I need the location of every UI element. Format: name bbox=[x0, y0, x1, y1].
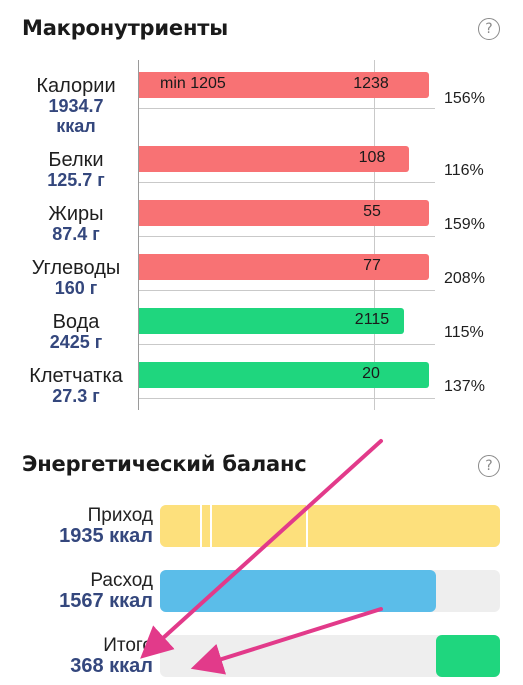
bar-min-label: min 1205 bbox=[160, 75, 226, 92]
bar-divider bbox=[210, 505, 212, 547]
macro-name: Вода bbox=[52, 311, 100, 333]
balance-track bbox=[160, 570, 500, 612]
macro-name: Калории bbox=[36, 75, 116, 97]
bar-value-label: 1238 bbox=[353, 75, 389, 92]
bar-value-label: 108 bbox=[358, 149, 386, 166]
row-divider bbox=[139, 344, 435, 345]
macro-row: Углеводы 160 г 77 208% bbox=[0, 254, 523, 306]
macro-name: Клетчатка bbox=[29, 365, 123, 387]
macro-amount: 125.7 г bbox=[47, 170, 105, 190]
balance-track bbox=[160, 635, 500, 677]
energy-help-icon[interactable]: ? bbox=[478, 455, 500, 477]
macro-percent: 208% bbox=[444, 270, 485, 287]
balance-amount: 1567 ккал bbox=[59, 590, 153, 612]
bar-value-label: 20 bbox=[362, 365, 380, 382]
macro-bar bbox=[139, 308, 404, 334]
balance-label: Приход bbox=[87, 505, 153, 526]
balance-track bbox=[160, 505, 500, 547]
balance-amount: 368 ккал bbox=[70, 655, 153, 677]
macro-amount: 160 г bbox=[54, 278, 98, 298]
macro-name: Белки bbox=[48, 149, 104, 171]
row-divider bbox=[139, 182, 435, 183]
macro-percent: 115% bbox=[444, 324, 484, 341]
macros-axis bbox=[138, 60, 139, 410]
energy-title: Энергетический баланс bbox=[22, 452, 307, 476]
macro-percent: 159% bbox=[444, 216, 485, 233]
macro-percent: 116% bbox=[444, 162, 484, 179]
row-divider bbox=[139, 236, 435, 237]
bar-value-label: 55 bbox=[363, 203, 381, 220]
macro-bar bbox=[139, 254, 429, 280]
bar-value-label: 77 bbox=[363, 257, 381, 274]
bar-value-label: 2115 bbox=[354, 311, 390, 328]
macro-name: Жиры bbox=[48, 203, 104, 225]
macro-percent: 137% bbox=[444, 378, 485, 395]
macro-bar bbox=[139, 362, 429, 388]
macro-row: Клетчатка 27.3 г 20 137% bbox=[0, 362, 523, 414]
macro-row: Белки 125.7 г 108 116% bbox=[0, 146, 523, 198]
bar-divider bbox=[200, 505, 202, 547]
row-divider bbox=[139, 108, 435, 109]
balance-label: Расход bbox=[90, 570, 153, 591]
bar-divider bbox=[306, 505, 308, 547]
balance-row-total: Итого 368 ккал bbox=[0, 635, 523, 685]
macro-row: Калории 1934.7 ккал min 1205 1238 156% bbox=[0, 72, 523, 136]
macro-bar bbox=[139, 200, 429, 226]
balance-row-income: Приход 1935 ккал bbox=[0, 505, 523, 555]
balance-fill bbox=[436, 635, 500, 677]
macros-help-icon[interactable]: ? bbox=[478, 18, 500, 40]
macro-row: Вода 2425 г 2115 115% bbox=[0, 308, 523, 360]
row-divider bbox=[139, 398, 435, 399]
balance-amount: 1935 ккал bbox=[59, 525, 153, 547]
balance-label: Итого bbox=[103, 635, 153, 656]
macro-bar bbox=[139, 72, 429, 98]
macros-norm-line bbox=[374, 60, 375, 410]
macro-amount: 87.4 г bbox=[52, 224, 100, 244]
macro-amount: 2425 г bbox=[49, 332, 103, 352]
balance-row-expense: Расход 1567 ккал bbox=[0, 570, 523, 620]
macro-amount: 27.3 г bbox=[52, 386, 100, 406]
macro-amount-unit: ккал bbox=[56, 116, 96, 136]
balance-fill bbox=[160, 570, 436, 612]
macro-amount: 1934.7 bbox=[48, 96, 104, 116]
macros-title: Макронутриенты bbox=[22, 16, 229, 40]
macro-row: Жиры 87.4 г 55 159% bbox=[0, 200, 523, 252]
macro-bar bbox=[139, 146, 409, 172]
macro-percent: 156% bbox=[444, 90, 485, 107]
row-divider bbox=[139, 290, 435, 291]
macro-name: Углеводы bbox=[31, 257, 121, 279]
